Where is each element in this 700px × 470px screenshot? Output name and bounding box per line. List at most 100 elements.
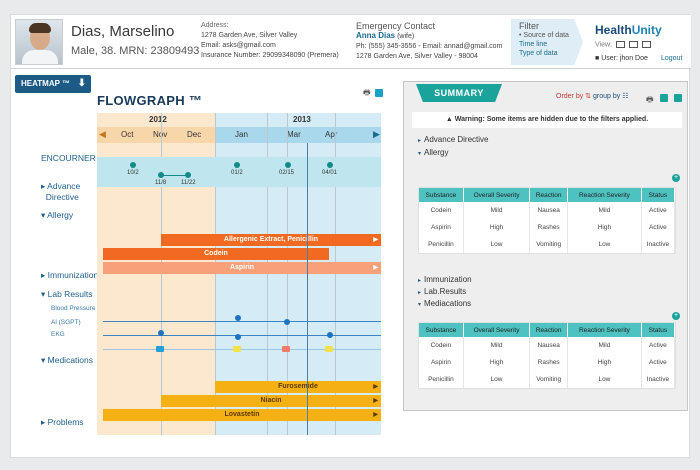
cell: Rashes bbox=[529, 219, 569, 236]
encounter-dot[interactable] bbox=[185, 172, 191, 178]
lab-point[interactable] bbox=[158, 330, 164, 336]
table-row[interactable]: Penicillin Low Vomiting Low Inactive bbox=[419, 371, 676, 388]
filter-source-of-data[interactable]: • Source of data bbox=[519, 32, 569, 39]
table-row[interactable]: Codein Mild Nausea Mild Active bbox=[419, 337, 676, 354]
section-label: Advance Directive bbox=[424, 135, 489, 144]
lab-point[interactable] bbox=[235, 334, 241, 340]
allergy-bar[interactable]: Aspirin ▶ bbox=[103, 262, 381, 274]
cell: High bbox=[567, 354, 642, 371]
table-row[interactable]: Codein Mild Nausea Mild Active bbox=[419, 202, 676, 219]
ekg-marker[interactable] bbox=[156, 346, 164, 352]
timeline-next-icon[interactable]: ▶ bbox=[373, 129, 380, 139]
ekg-line bbox=[103, 349, 381, 350]
allergy-bar[interactable]: Codein bbox=[103, 248, 329, 260]
timeline-prev-icon[interactable]: ◀ bbox=[99, 129, 106, 139]
warning-text: Warning: Some items are hidden due to th… bbox=[454, 116, 649, 123]
medications-label-text: Medications bbox=[47, 355, 93, 365]
encounter-dot[interactable] bbox=[130, 162, 136, 168]
logo-part-a: Health bbox=[595, 23, 632, 37]
filter-time-line[interactable]: Time line bbox=[519, 41, 548, 48]
cell: Vomiting bbox=[529, 371, 569, 388]
cell: High bbox=[567, 219, 642, 236]
current-user: ■ User: jhon Doe bbox=[595, 55, 648, 62]
insurance-number: Insurance Number: 29099348090 (Premera) bbox=[201, 52, 339, 59]
summary-section-advance-directive[interactable]: ▸ Advance Directive bbox=[418, 135, 489, 144]
grid-view-icon[interactable] bbox=[628, 41, 638, 48]
bar-label: Codein bbox=[204, 250, 228, 257]
bar-arrow-icon: ▶ bbox=[373, 265, 378, 271]
summary-section-lab-results[interactable]: ▸ Lab.Results bbox=[418, 287, 467, 296]
table-row[interactable]: Aspirin High Rashes High Active bbox=[419, 354, 676, 371]
cell: Aspirin bbox=[419, 219, 464, 236]
advance-label: Advance bbox=[47, 181, 81, 191]
allergy-label[interactable]: ▾ Allergy bbox=[41, 210, 74, 220]
summary-section-immunization[interactable]: ▸ Immunization bbox=[418, 275, 472, 284]
lab-results-label[interactable]: ▾ Lab Results bbox=[41, 289, 93, 299]
immunization-label-text: Immunization bbox=[47, 270, 99, 280]
medication-bar[interactable]: Niacin ▶ bbox=[161, 395, 381, 407]
emergency-name: Anna Dias bbox=[356, 31, 396, 40]
minimize-icon[interactable] bbox=[374, 88, 383, 97]
ekg-marker[interactable] bbox=[325, 346, 333, 352]
medication-bar[interactable]: Furosemide ▶ bbox=[215, 381, 381, 393]
print-icon[interactable]: 🖶 bbox=[363, 88, 371, 97]
group-by-button[interactable]: group by bbox=[593, 93, 621, 100]
address-label: Address: bbox=[201, 22, 229, 29]
encounter-dot[interactable] bbox=[327, 162, 333, 168]
cell: Codein bbox=[419, 337, 464, 354]
lab-point[interactable] bbox=[284, 319, 290, 325]
logout-link[interactable]: Logout bbox=[661, 55, 683, 62]
cell: Rashes bbox=[529, 354, 569, 371]
gridline bbox=[287, 113, 288, 435]
add-medication-icon[interactable]: + bbox=[672, 312, 680, 320]
col-substance: Substance bbox=[419, 188, 464, 202]
emergency-relation: (wife) bbox=[395, 33, 415, 40]
summary-section-medications[interactable]: ▾ Mediacations bbox=[418, 299, 472, 308]
view-label: View: bbox=[595, 41, 612, 49]
cell: Low bbox=[463, 371, 531, 388]
cell: Active bbox=[641, 202, 676, 219]
allergy-table: Substance Overall Severity Reaction Reac… bbox=[418, 187, 676, 254]
emergency-contact-block: Emergency Contact Anna Dias (wife) Ph: (… bbox=[356, 21, 502, 62]
bar-label: Furosemide bbox=[278, 383, 318, 390]
filter-type-of-data[interactable]: Type of data bbox=[519, 50, 558, 57]
immunization-label[interactable]: ▸ Immunization bbox=[41, 270, 99, 280]
alt-sgpt-line bbox=[103, 335, 381, 336]
expand-icon[interactable] bbox=[674, 93, 683, 102]
lab-point[interactable] bbox=[327, 332, 333, 338]
table-row[interactable]: Penicillin Low Vomiting Low Inactive bbox=[419, 236, 676, 253]
directive-label: Directive bbox=[45, 192, 79, 202]
ekg-marker[interactable] bbox=[282, 346, 290, 352]
user-label: User: jhon Doe bbox=[601, 55, 648, 62]
advance-directive-label[interactable]: ▸ Advance Directive bbox=[41, 181, 81, 202]
summary-tab[interactable]: SUMMARY bbox=[416, 84, 502, 102]
timeline-view-icon[interactable] bbox=[641, 41, 651, 48]
add-allergy-icon[interactable]: + bbox=[672, 174, 680, 182]
encounter-dot[interactable] bbox=[158, 172, 164, 178]
medication-bar[interactable]: Lovastetin ▶ bbox=[103, 409, 381, 421]
encounter-dot[interactable] bbox=[285, 162, 291, 168]
bar-arrow-icon: ▶ bbox=[373, 412, 378, 418]
print-icon[interactable]: 🖶 bbox=[646, 95, 654, 104]
list-view-icon[interactable] bbox=[615, 41, 625, 48]
allergy-bar[interactable]: Allergenic Extract, Penicillin ▶ bbox=[161, 234, 381, 246]
order-group-controls: Order by ⇅ group by ☷ bbox=[556, 93, 629, 100]
minimize-icon[interactable] bbox=[660, 93, 669, 102]
summary-section-allergy[interactable]: ▾ Allergy bbox=[418, 148, 449, 157]
encounter-dot[interactable] bbox=[234, 162, 240, 168]
table-row[interactable]: Aspirin High Rashes High Active bbox=[419, 219, 676, 236]
cell: Mild bbox=[567, 337, 642, 354]
ekg-marker[interactable] bbox=[233, 346, 241, 352]
problems-label[interactable]: ▸ Problems bbox=[41, 417, 84, 427]
cell: Low bbox=[463, 236, 531, 253]
emergency-contact-info: Ph: (555) 345-3556 - Email: annad@gmail.… bbox=[356, 43, 503, 50]
medications-label[interactable]: ▾ Medications bbox=[41, 355, 93, 365]
col-overall-severity: Overall Severity bbox=[463, 323, 531, 337]
lab-point[interactable] bbox=[235, 315, 241, 321]
heatmap-dropdown[interactable]: HEATMAP ™ ⬇ bbox=[15, 75, 91, 93]
month-header-2013 bbox=[215, 127, 381, 143]
blood-pressure-line bbox=[103, 321, 381, 322]
summary-panel: SUMMARY Order by ⇅ group by ☷ 🖶 ▲ Warnin… bbox=[403, 81, 688, 411]
filter-panel[interactable]: Filter • Source of data Time line Type o… bbox=[511, 19, 583, 65]
order-by-button[interactable]: Order by bbox=[556, 93, 584, 100]
